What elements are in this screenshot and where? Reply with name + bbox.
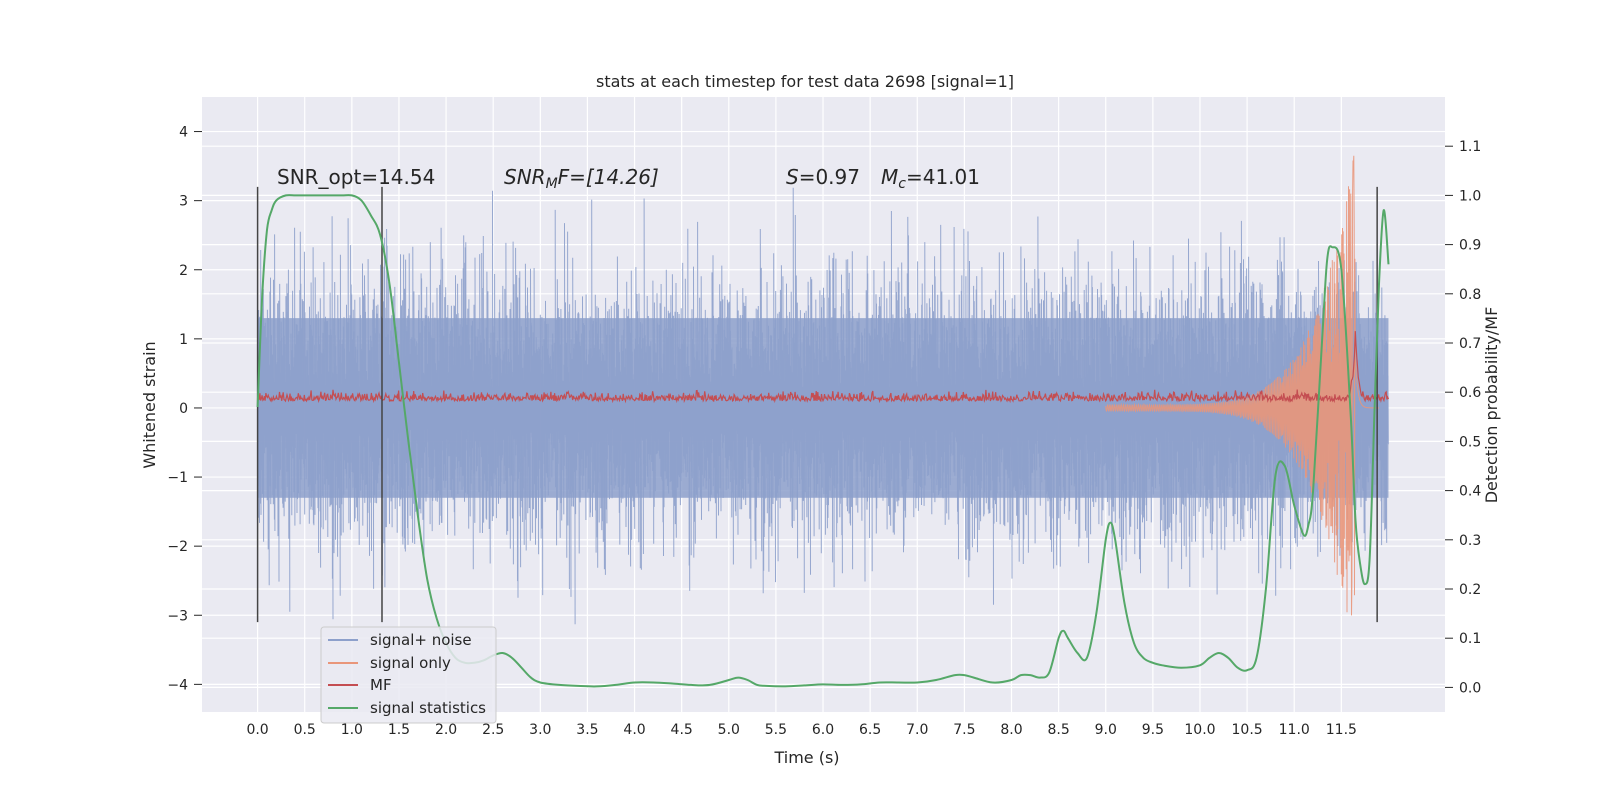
- signal-only-series: [1105, 155, 1379, 616]
- x-tick-label: 1.5: [388, 722, 410, 738]
- right-tick-label: 0.9: [1459, 238, 1481, 254]
- x-tick-label: 3.0: [529, 722, 551, 738]
- snr-mf-value: F=[14.26]: [558, 165, 659, 189]
- x-axis-ticks: 0.0 0.5 1.0 1.5 2.0 2.5 3.0 3.5 4.0 4.5 5.0 5.5 6.0 6…: [246, 722, 1356, 738]
- mf-series: [257, 331, 1390, 404]
- legend-label-signal-statistics: signal statistics: [370, 699, 486, 717]
- right-tick-label: 1.0: [1459, 188, 1481, 204]
- x-tick-label: 5.5: [765, 722, 787, 738]
- right-tick-label: 0.7: [1459, 336, 1481, 352]
- right-tick-label: 0.1: [1459, 631, 1481, 647]
- x-tick-label: 5.0: [718, 722, 740, 738]
- right-tick-label: 0.0: [1459, 680, 1481, 696]
- signal-statistics-series: [256, 194, 1390, 688]
- right-tick-label: 0.8: [1459, 287, 1481, 303]
- left-tick-label: −2: [167, 539, 188, 555]
- s-annotation: S=0.97: [786, 165, 860, 189]
- mc-value: =41.01: [906, 165, 980, 189]
- right-tick-label: 0.4: [1459, 484, 1481, 500]
- x-tick-label: 8.0: [1000, 722, 1022, 738]
- x-tick-label: 3.5: [576, 722, 598, 738]
- x-tick-label: 1.0: [341, 722, 363, 738]
- left-tick-label: −3: [167, 608, 188, 624]
- x-tick-label: 7.5: [953, 722, 975, 738]
- mc-annotation: Mc=41.01: [881, 165, 980, 192]
- x-tick-label: 7.0: [906, 722, 928, 738]
- left-tick-label: −4: [167, 677, 188, 693]
- x-tick-label: 6.0: [812, 722, 834, 738]
- x-tick-label: 0.5: [294, 722, 316, 738]
- x-tick-label: 10.0: [1184, 722, 1215, 738]
- x-tick-label: 10.5: [1232, 722, 1263, 738]
- snr-mf-subscript: M: [546, 176, 558, 192]
- left-tick-label: −1: [167, 470, 188, 486]
- x-tick-label: 4.0: [623, 722, 645, 738]
- signal-statistics-line: [256, 194, 1390, 688]
- x-tick-label: 6.5: [859, 722, 881, 738]
- left-tick-label: 1: [179, 332, 188, 348]
- right-axis-ticks: 0.0 0.1 0.2 0.3 0.4 0.5 0.6 0.7 0.8 0.9 1.0 1.1: [1445, 139, 1481, 696]
- left-tick-label: 2: [179, 263, 188, 279]
- s-value: =0.97: [799, 165, 860, 189]
- snr-mf-symbol: SNR: [504, 165, 546, 189]
- right-tick-label: 1.1: [1459, 139, 1481, 155]
- left-axis-ticks: −4 −3 −2 −1 0 1 2 3 4: [167, 125, 202, 693]
- s-symbol: S: [786, 165, 799, 189]
- signal-only-line: [1105, 155, 1379, 616]
- x-tick-label: 0.0: [246, 722, 268, 738]
- x-tick-label: 4.5: [671, 722, 693, 738]
- mf-line: [257, 331, 1390, 404]
- left-axis-label: Whitened strain: [140, 341, 159, 468]
- mc-symbol: M: [881, 165, 898, 189]
- left-tick-label: 3: [179, 194, 188, 210]
- x-tick-label: 2.5: [482, 722, 504, 738]
- right-tick-label: 0.5: [1459, 434, 1481, 450]
- snr-mf-annotation: SNRMF=[14.26]: [504, 165, 659, 192]
- legend-label-mf: MF: [370, 676, 392, 694]
- x-tick-label: 11.5: [1326, 722, 1357, 738]
- legend-label-signal-only: signal only: [370, 654, 451, 672]
- chart-title: stats at each timestep for test data 269…: [596, 72, 1014, 91]
- x-axis-label: Time (s): [773, 748, 839, 767]
- right-tick-label: 0.2: [1459, 582, 1481, 598]
- right-tick-label: 0.3: [1459, 533, 1481, 549]
- left-tick-label: 0: [179, 401, 188, 417]
- right-axis-label: Detection probability/MF: [1482, 307, 1501, 504]
- x-tick-label: 9.5: [1142, 722, 1164, 738]
- x-tick-label: 8.5: [1047, 722, 1069, 738]
- right-tick-label: 0.6: [1459, 385, 1481, 401]
- mc-subscript: c: [898, 176, 906, 192]
- legend: signal+ noise signal only MF signal stat…: [320, 626, 497, 724]
- legend-box: [320, 626, 497, 724]
- left-tick-label: 4: [179, 125, 188, 141]
- x-tick-label: 2.0: [435, 722, 457, 738]
- x-tick-label: 11.0: [1279, 722, 1310, 738]
- snr-opt-annotation: SNR_opt=14.54: [277, 165, 435, 189]
- legend-label-signal-noise: signal+ noise: [370, 631, 472, 649]
- x-tick-label: 9.0: [1095, 722, 1117, 738]
